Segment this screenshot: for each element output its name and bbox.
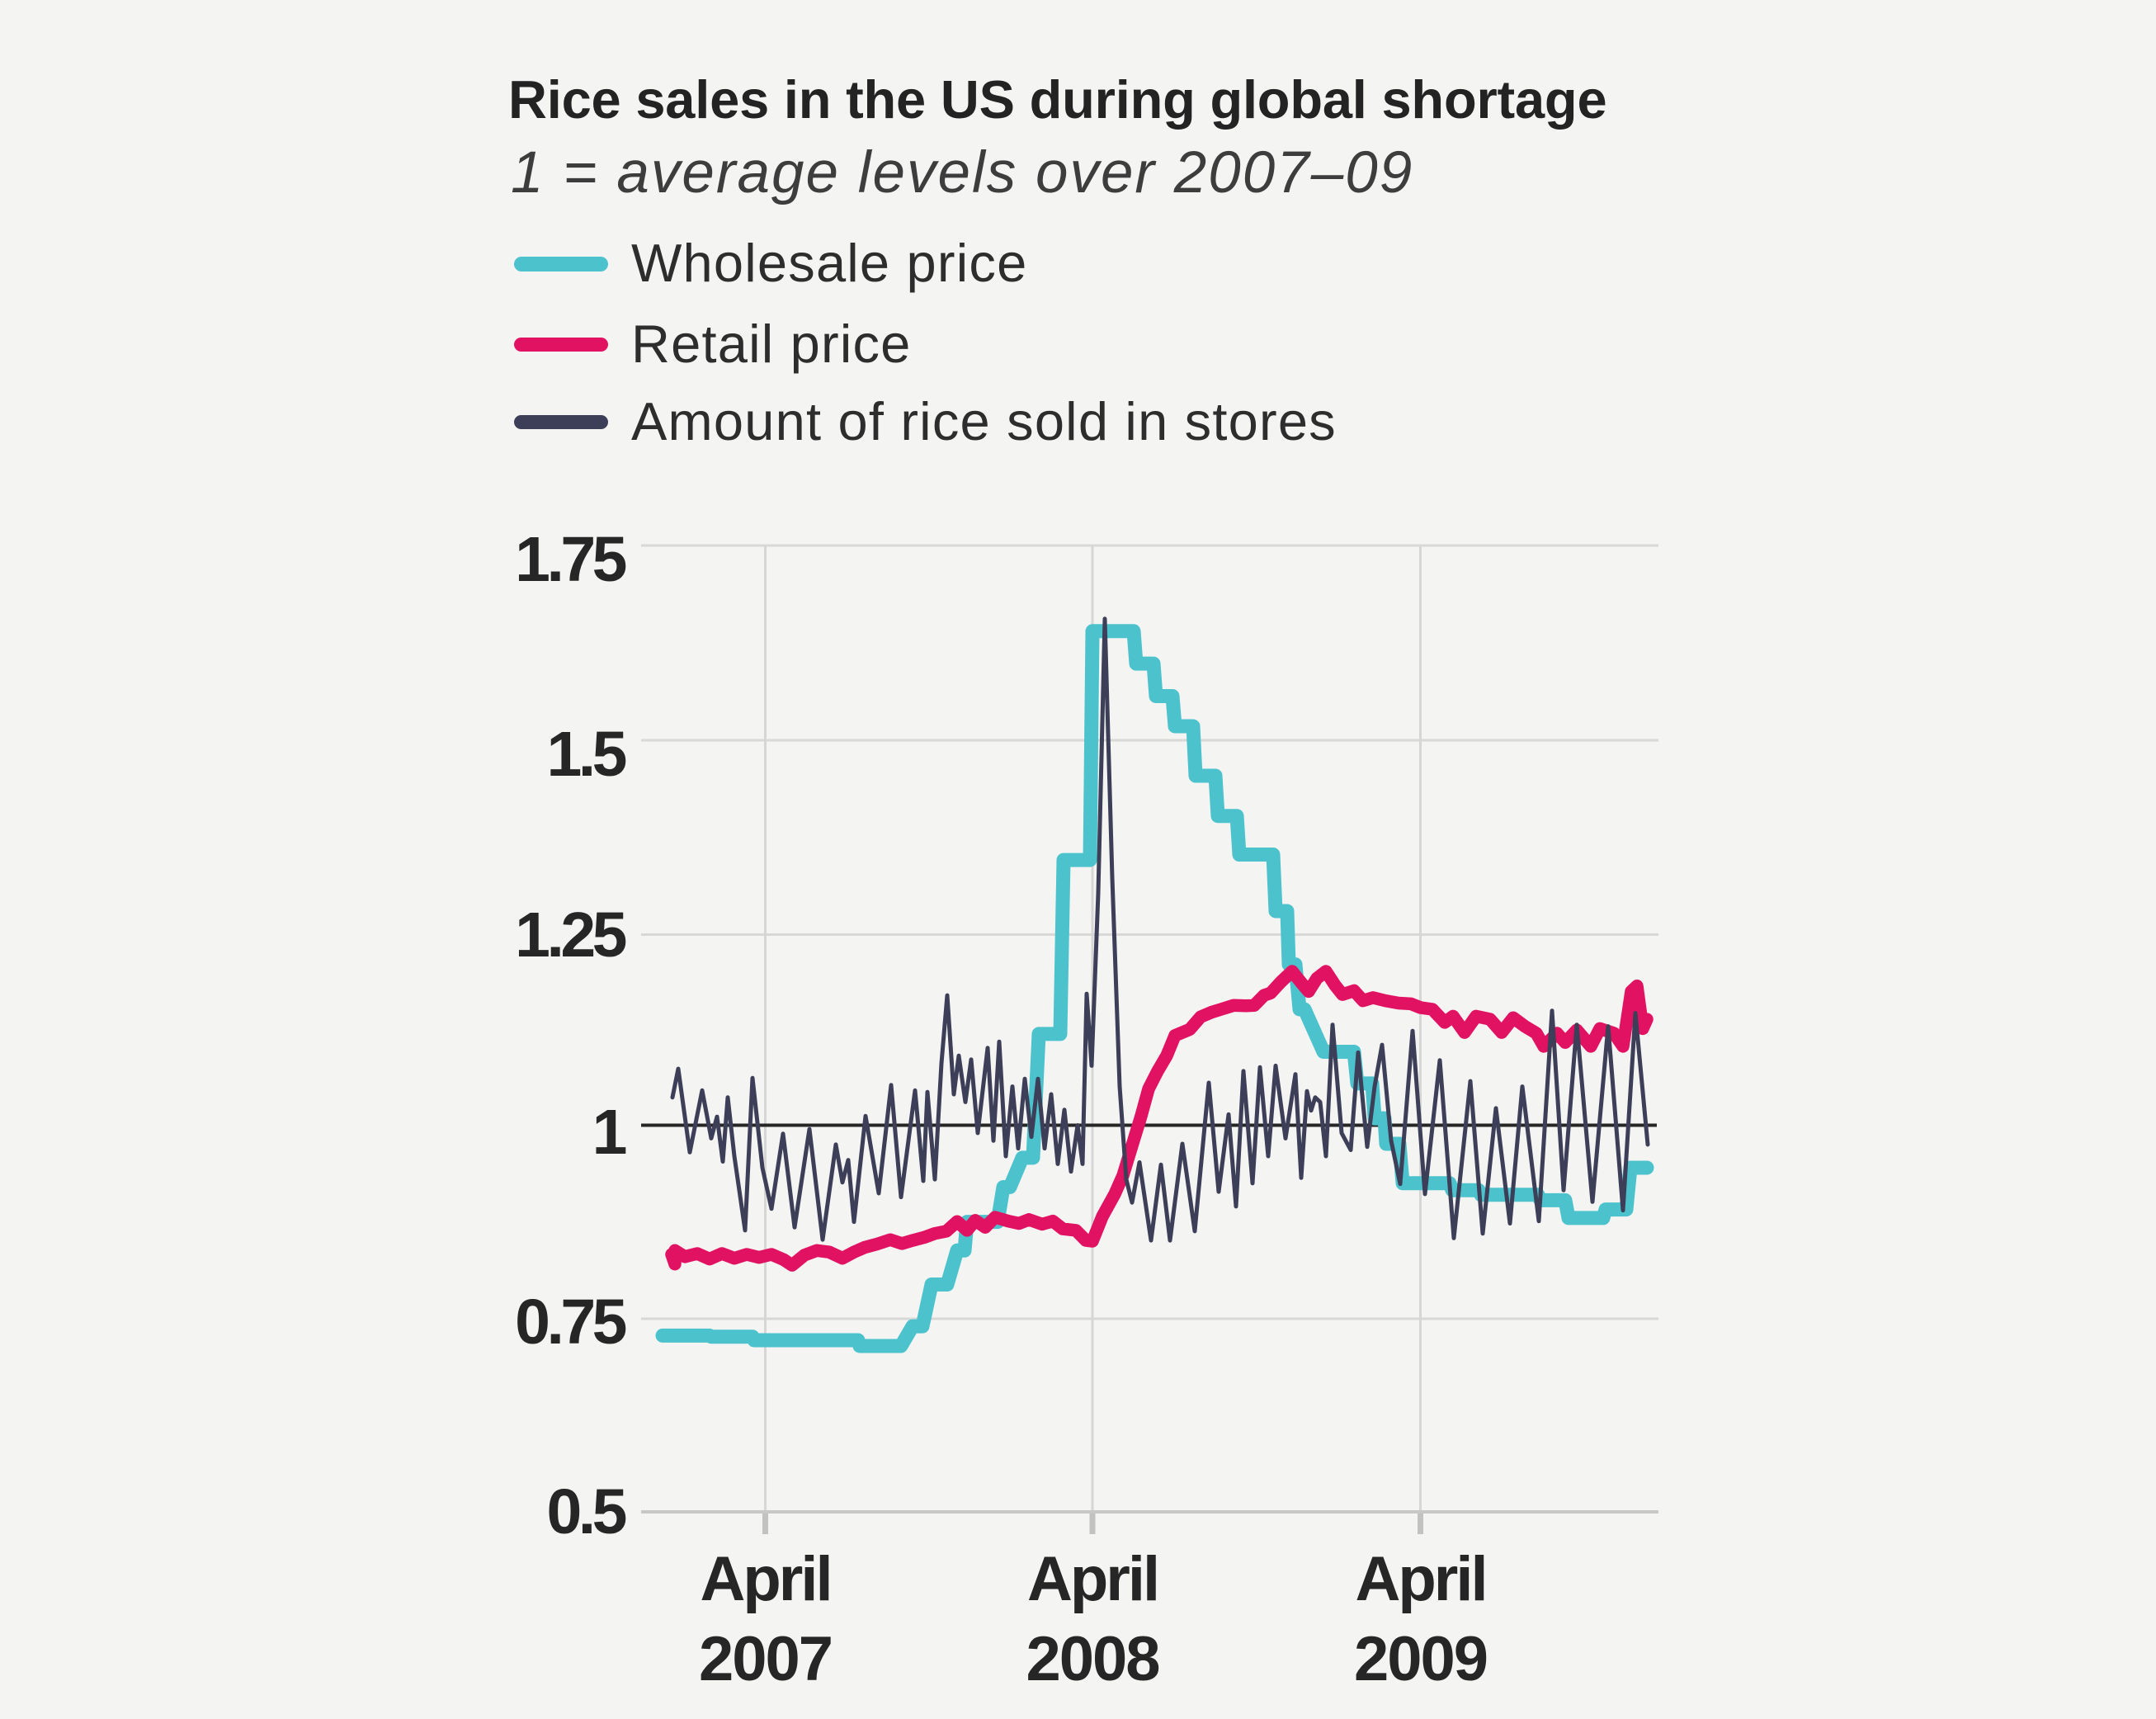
svg-text:2008: 2008 xyxy=(1026,1624,1158,1694)
svg-text:2009: 2009 xyxy=(1354,1624,1487,1694)
svg-text:0.75: 0.75 xyxy=(515,1287,626,1358)
svg-text:1: 1 xyxy=(592,1097,626,1168)
svg-text:1.5: 1.5 xyxy=(546,719,625,790)
svg-text:April: April xyxy=(700,1544,830,1614)
svg-text:April: April xyxy=(1027,1544,1158,1614)
svg-text:1.25: 1.25 xyxy=(515,900,626,970)
svg-text:Retail price: Retail price xyxy=(631,314,912,374)
svg-text:April: April xyxy=(1355,1544,1485,1614)
svg-text:Amount of rice sold in stores: Amount of rice sold in stores xyxy=(631,391,1337,451)
svg-text:1 = average levels over 2007–0: 1 = average levels over 2007–09 xyxy=(511,140,1413,205)
svg-text:2007: 2007 xyxy=(699,1624,832,1694)
svg-text:1.75: 1.75 xyxy=(515,524,626,595)
svg-text:Rice sales in the US during gl: Rice sales in the US during global short… xyxy=(508,69,1606,130)
svg-text:Wholesale price: Wholesale price xyxy=(631,233,1027,293)
svg-text:0.5: 0.5 xyxy=(546,1476,625,1547)
